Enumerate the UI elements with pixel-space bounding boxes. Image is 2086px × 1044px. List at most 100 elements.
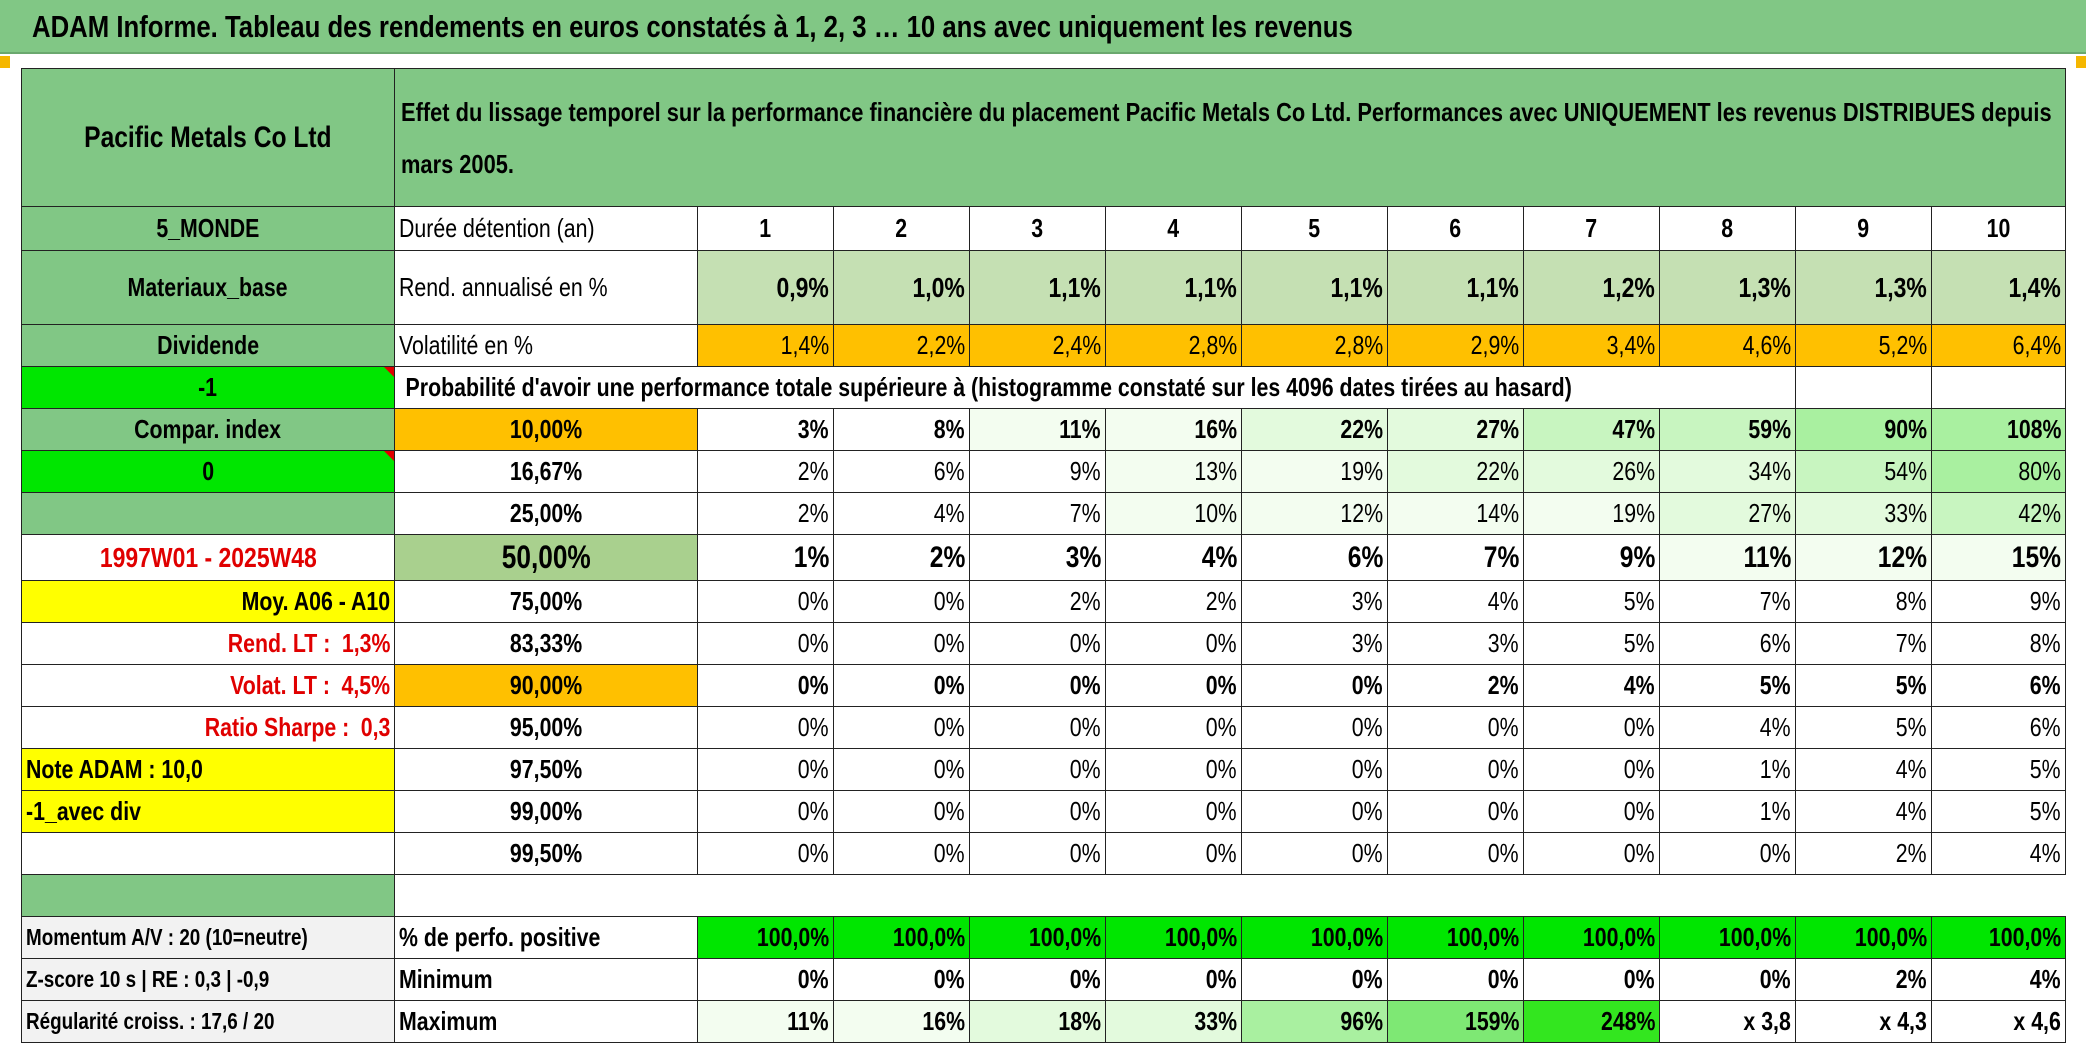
vol-value-cell: 2,2%: [833, 324, 970, 367]
percentile-value: 6%: [1347, 540, 1383, 574]
duration-7-cell: 7: [1523, 206, 1660, 251]
percentile-value-cell: 5%: [1795, 664, 1932, 707]
percentile-value: 4%: [1896, 754, 1927, 784]
type-label: Dividende: [157, 330, 259, 360]
percentile-row: 25,00% 2% 4% 7% 10% 12% 14% 19% 27% 33% 42%: [21, 492, 2067, 535]
percentile-value-cell: 5%: [1523, 622, 1660, 665]
minimum-value: 0%: [934, 964, 965, 994]
percentile-value-cell: 0%: [833, 664, 970, 707]
percentile-value: 14%: [1476, 498, 1519, 528]
moy-cell: Moy. A06 - A10: [21, 580, 395, 623]
percentile-value: 5%: [1896, 670, 1927, 700]
percentile-value-cell: 0%: [697, 580, 834, 623]
percentile-value-cell: 42%: [1930, 492, 2067, 535]
positive-value: 100,0%: [1446, 922, 1519, 952]
percentile-value: 12%: [1340, 498, 1383, 528]
percentile-value: 0%: [934, 628, 965, 658]
positive-value-cell: 100,0%: [1241, 916, 1388, 959]
percentile-value-cell: 0%: [1387, 748, 1524, 791]
percentile-value: 0%: [1352, 796, 1383, 826]
spacer-cell: [395, 875, 2066, 917]
compar-index: Compar. index: [134, 414, 282, 444]
percentile-level-cell: 25,00%: [394, 492, 698, 535]
maximum-value: x 4,3: [1879, 1006, 1927, 1036]
percentile-value: 0%: [1206, 712, 1237, 742]
maximum-value: 159%: [1464, 1006, 1519, 1036]
percentile-value-cell: 5%: [1930, 790, 2067, 833]
percentile-value: 10%: [1194, 498, 1237, 528]
minimum-value-cell: 0%: [969, 958, 1106, 1001]
zone-label: 5_MONDE: [156, 213, 260, 243]
maximum-value-cell: 248%: [1523, 1000, 1660, 1043]
positive-label-cell: % de perfo. positive: [394, 916, 698, 959]
regularite: Régularité croiss. : 17,6 / 20: [26, 1008, 275, 1034]
percentile-value: 0%: [798, 586, 829, 616]
percentile-value-cell: 0%: [833, 706, 970, 749]
percentile-value-cell: 14%: [1387, 492, 1524, 535]
rend-value-cell: 0,9%: [697, 250, 834, 325]
percentile-value-cell: 0%: [969, 748, 1106, 791]
minimum-value: 0%: [1070, 964, 1101, 994]
percentile-value: 3%: [1488, 628, 1519, 658]
vol-value: 2,8%: [1188, 330, 1237, 360]
percentile-level-cell: 83,33%: [394, 622, 698, 665]
percentile-value-cell: 0%: [833, 790, 970, 833]
minimum-label: Minimum: [399, 964, 493, 994]
percentile-value-cell: 6%: [1241, 534, 1388, 581]
percentile-value-cell: 34%: [1659, 450, 1796, 493]
percentile-value-cell: 2%: [1105, 580, 1242, 623]
percentile-value: 7%: [1760, 586, 1791, 616]
percentile-value: 59%: [1748, 414, 1791, 444]
percentile-value-cell: 0%: [697, 748, 834, 791]
percentile-value-cell: 7%: [1659, 580, 1796, 623]
percentile-value-cell: 11%: [1659, 534, 1796, 581]
percentile-value-cell: 4%: [833, 492, 970, 535]
sector-label: Materiaux_base: [127, 272, 288, 302]
regularite-cell: Régularité croiss. : 17,6 / 20: [21, 1000, 395, 1043]
minimum-value-cell: 4%: [1930, 958, 2067, 1001]
vol-value-cell: 3,4%: [1523, 324, 1660, 367]
percentile-value-cell: 59%: [1659, 408, 1796, 451]
duration-3: 3: [1031, 213, 1044, 243]
percentile-level-cell: 97,50%: [394, 748, 698, 791]
percentile-value: 2%: [1488, 670, 1519, 700]
percentile-level-cell: 95,00%: [394, 706, 698, 749]
percentile-value-cell: 2%: [697, 492, 834, 535]
rend-value-cell: 1,1%: [969, 250, 1106, 325]
positive-value-cell: 100,0%: [1387, 916, 1524, 959]
positive-value: 100,0%: [1164, 922, 1237, 952]
percentile-value: 19%: [1340, 456, 1383, 486]
percentile-value: 11%: [1059, 414, 1101, 444]
vol-value-cell: 1,4%: [697, 324, 834, 367]
duration-1-cell: 1: [697, 206, 834, 251]
percentile-value-cell: 19%: [1241, 450, 1388, 493]
percentile-value-cell: 5%: [1659, 664, 1796, 707]
percentile-value-cell: 90%: [1795, 408, 1932, 451]
flag-zero-cell: 0: [21, 450, 395, 493]
percentile-row: 1997W01 - 2025W48 50,00% 1% 2% 3% 4% 6% 7% 9% 11%…: [21, 534, 2067, 581]
percentile-value-cell: 1%: [1659, 790, 1796, 833]
vol-value-cell: 6,4%: [1930, 324, 2067, 367]
positive-value-cell: 100,0%: [833, 916, 970, 959]
rend-value: 1,3%: [1738, 271, 1791, 303]
percentile-value: 6%: [2030, 670, 2062, 700]
percentile-value: 4%: [934, 498, 965, 528]
percentile-level: 50,00%: [501, 539, 591, 575]
percentile-value-cell: 0%: [1387, 790, 1524, 833]
percentile-value-cell: 7%: [1387, 534, 1524, 581]
maximum-value: x 3,8: [1743, 1006, 1791, 1036]
positive-value: 100,0%: [892, 922, 965, 952]
percentile-value-cell: 2%: [833, 534, 970, 581]
volat-lt-cell: Volat. LT : 4,5%: [21, 664, 395, 707]
percentile-value-cell: 4%: [1795, 790, 1932, 833]
percentile-value: 0%: [798, 838, 829, 868]
percentile-value-cell: 5%: [1523, 580, 1660, 623]
percentile-value-cell: 19%: [1523, 492, 1660, 535]
percentile-value: 0%: [798, 754, 829, 784]
percentile-value: 22%: [1476, 456, 1519, 486]
percentile-value-cell: 6%: [1930, 706, 2067, 749]
maximum-label: Maximum: [399, 1006, 498, 1036]
stats-row: Z-score 10 s | RE : 0,3 | -0,9 Minimum 0% 0…: [21, 958, 2067, 1001]
percentile-level: 95,00%: [509, 712, 583, 742]
percentile-row: Rend. LT : 1,3% 83,33% 0% 0% 0% 0% 3% 3% 5% 6% 7% 8%: [21, 622, 2067, 665]
